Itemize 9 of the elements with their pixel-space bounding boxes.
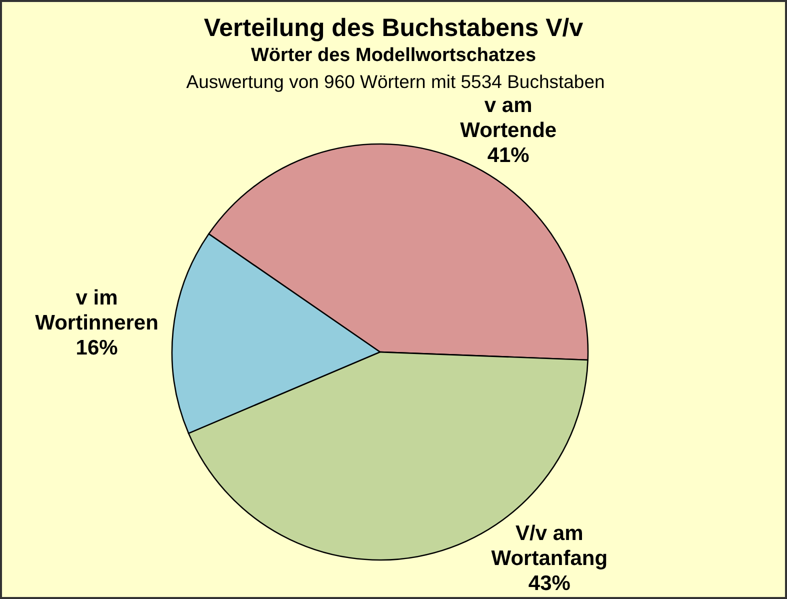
slice-label: V/v am Wortanfang xyxy=(491,522,608,570)
data-label: 41% xyxy=(487,144,530,167)
slice-label: v am Wortende xyxy=(460,94,557,142)
chart-subtitle: Wörter des Modellwortschatzes xyxy=(250,45,536,66)
data-label: 16% xyxy=(76,336,118,360)
chart-title: Verteilung des Buchstabens V/v xyxy=(204,14,584,42)
data-label: 43% xyxy=(528,572,571,595)
slice-label: v im Wortinneren xyxy=(35,286,158,334)
text: Auswertung von 960 Wörtern mit 5534 Buchstaben xyxy=(186,71,605,92)
